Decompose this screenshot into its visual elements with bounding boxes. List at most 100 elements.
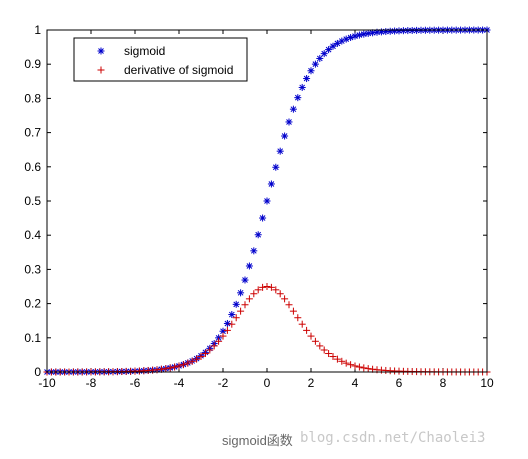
derivative-point (201, 350, 209, 358)
marker-stroke (316, 55, 323, 62)
y-tick-label: 0.4 (24, 228, 41, 242)
legend-asterisk-icon (97, 47, 105, 55)
marker-stroke (264, 198, 270, 204)
marker-stroke (400, 27, 407, 34)
derivative-point (311, 337, 319, 345)
sigmoid-point (360, 30, 368, 38)
marker-stroke (98, 48, 104, 54)
derivative-point (223, 326, 231, 334)
legend-label-derivative: derivative of sigmoid (124, 63, 233, 77)
sigmoid-point (307, 67, 315, 75)
derivative-point (351, 362, 359, 370)
y-tick-label: 0.9 (24, 57, 41, 71)
marker-stroke (259, 215, 266, 221)
sigmoid-point (254, 231, 262, 239)
marker-stroke (290, 106, 297, 113)
derivative-point (254, 286, 262, 294)
derivative-point (263, 283, 271, 290)
derivative-point (281, 295, 289, 303)
marker-stroke (233, 301, 240, 308)
sigmoid-point (245, 262, 253, 270)
derivative-point (232, 314, 240, 322)
legend-label-sigmoid: sigmoid (124, 44, 165, 58)
marker-stroke (220, 328, 226, 335)
sigmoid-point (294, 94, 302, 102)
marker-stroke (321, 50, 328, 57)
derivative-point (333, 355, 341, 363)
marker-stroke (272, 164, 279, 171)
legend-box (73, 37, 248, 82)
legend-marker-sigmoid (97, 47, 105, 55)
marker-stroke (330, 43, 336, 50)
sigmoid-point (320, 50, 328, 58)
derivative-point (206, 346, 214, 354)
legend-marker-derivative (97, 66, 105, 74)
derivative-point (162, 365, 170, 373)
sigmoid-point (298, 83, 306, 91)
derivative-point (355, 363, 363, 371)
derivative-point (289, 307, 297, 315)
marker-stroke (286, 119, 292, 125)
derivative-point (250, 290, 258, 298)
derivative-point (294, 314, 302, 322)
sigmoid-point (303, 75, 311, 83)
derivative-point (259, 283, 267, 291)
derivative-point (171, 363, 179, 371)
derivative-point (267, 283, 275, 291)
x-tick-label: 0 (264, 376, 271, 390)
plot-frame (46, 29, 488, 373)
sigmoid-point (316, 54, 324, 62)
derivative-point (179, 361, 187, 369)
marker-stroke (374, 29, 380, 36)
sigmoid-point (355, 31, 363, 39)
derivative-point (316, 342, 324, 350)
derivative-point (303, 326, 311, 334)
derivative-point (228, 320, 236, 328)
sigmoid-point (250, 247, 258, 255)
derivative-point (329, 353, 337, 361)
derivative-point (237, 307, 245, 315)
sigmoid-point (241, 276, 249, 284)
marker-stroke (365, 30, 372, 37)
x-tick-label: -2 (218, 376, 229, 390)
sigmoid-point (237, 289, 245, 297)
marker-stroke (356, 32, 363, 38)
marker-stroke (396, 28, 402, 34)
x-tick-label: -6 (130, 376, 141, 390)
derivative-point (325, 350, 333, 358)
x-tick-label: 10 (480, 376, 494, 390)
derivative-point (298, 320, 306, 328)
sigmoid-point (232, 300, 240, 308)
marker-stroke (228, 311, 235, 318)
marker-stroke (255, 231, 262, 238)
y-tick-label: 1 (34, 23, 41, 37)
derivative-point (276, 290, 284, 298)
x-tick-label: 8 (440, 376, 447, 390)
marker-stroke (246, 263, 253, 269)
sigmoid-point (395, 27, 403, 35)
marker-stroke (237, 289, 244, 296)
derivative-point (188, 357, 196, 365)
sigmoid-point (351, 32, 359, 40)
derivative-point (342, 359, 350, 367)
sigmoid-point (267, 180, 275, 188)
x-tick-label: 2 (308, 376, 315, 390)
derivative-point (175, 362, 183, 370)
y-tick-label: 0.2 (24, 297, 41, 311)
sigmoid-point (364, 29, 372, 37)
marker-stroke (242, 277, 248, 283)
marker-stroke (294, 94, 301, 101)
y-tick-label: 0.1 (24, 331, 41, 345)
legend: sigmoid derivative of sigmoid (73, 37, 248, 82)
derivative-point (338, 357, 346, 365)
x-tick-label: -10 (38, 376, 56, 390)
derivative-point (210, 342, 218, 350)
marker-stroke (299, 84, 306, 91)
sigmoid-point (325, 46, 333, 54)
y-tick-label: 0.8 (24, 91, 41, 105)
derivative-point (219, 332, 227, 340)
marker-stroke (303, 75, 310, 82)
sigmoid-point (329, 42, 337, 50)
derivative-point (320, 346, 328, 354)
sigmoid-point (228, 311, 236, 319)
